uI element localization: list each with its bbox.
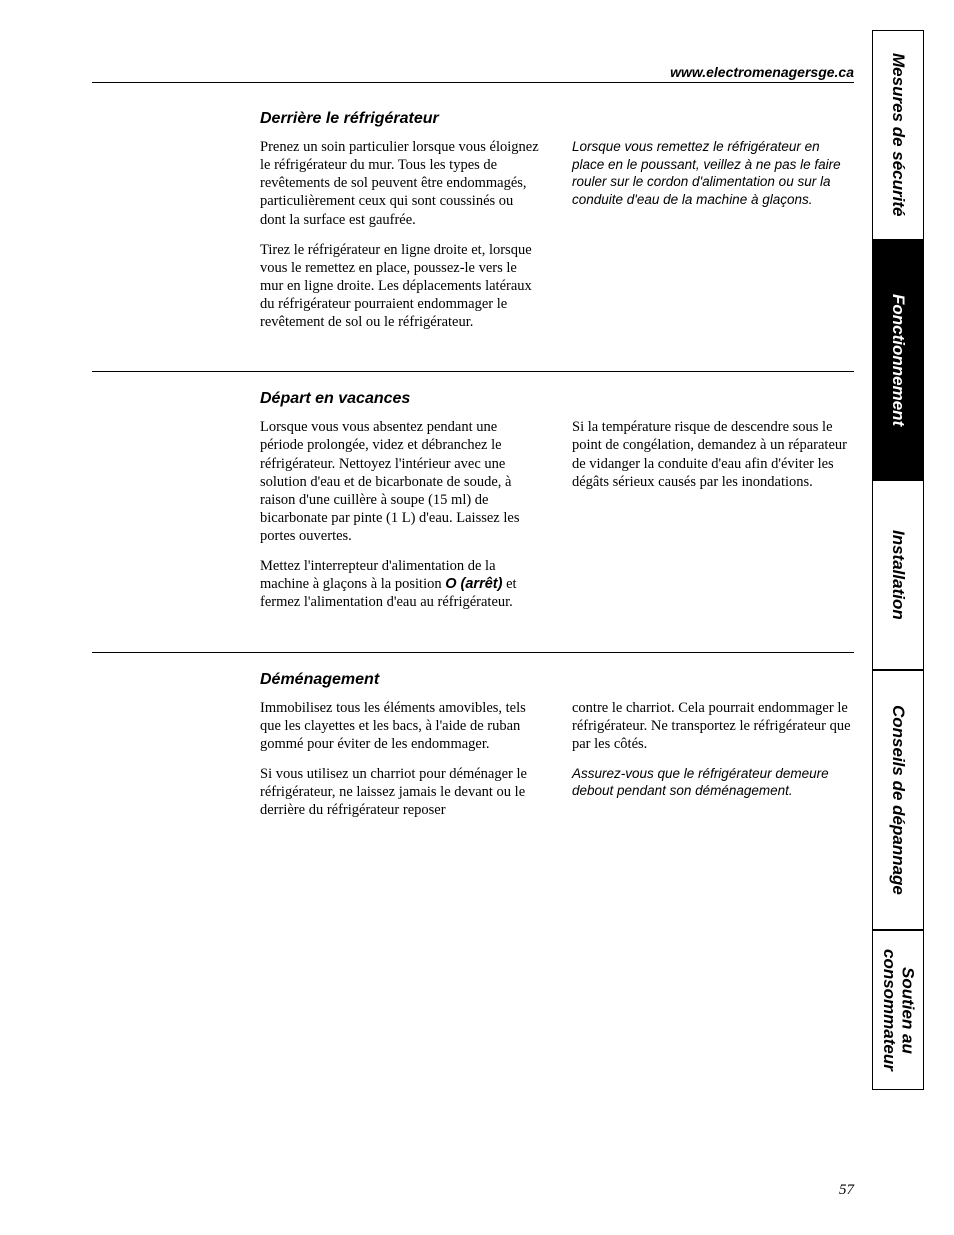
header-divider	[92, 82, 854, 83]
right-column: Si la température risque de descendre so…	[572, 418, 854, 623]
tab-mesures-securite[interactable]: Mesures de sécurité	[872, 30, 924, 240]
right-column: Lorsque vous remettez le réfrigérateur e…	[572, 138, 854, 343]
body-paragraph: Prenez un soin particulier lorsque vous …	[260, 138, 542, 229]
section-depart: Départ en vacances Lorsque vous vous abs…	[260, 390, 854, 623]
body-paragraph: Mettez l'interrepteur d'alimentation de …	[260, 557, 542, 611]
section-title: Derrière le réfrigérateur	[260, 110, 854, 128]
header-url[interactable]: www.electromenagersge.ca	[670, 64, 854, 80]
manual-page: www.electromenagersge.ca Derrière le réf…	[0, 0, 954, 1235]
left-column: Prenez un soin particulier lorsque vous …	[260, 138, 542, 343]
body-paragraph: Lorsque vous vous absentez pendant une p…	[260, 418, 542, 545]
body-paragraph: contre le charriot. Cela pourrait endomm…	[572, 699, 854, 753]
emphasis: O (arrêt)	[445, 576, 502, 592]
sidebar-tabs: Mesures de sécurité Fonctionnement Insta…	[872, 30, 924, 1205]
spacer	[260, 653, 854, 671]
section-demenagement: Déménagement Immobilisez tous les élémen…	[260, 671, 854, 832]
section-columns: Lorsque vous vous absentez pendant une p…	[260, 418, 854, 623]
note-paragraph: Assurez-vous que le réfrigérateur demeur…	[572, 765, 854, 800]
body-paragraph: Si la température risque de descendre so…	[572, 418, 854, 491]
right-column: contre le charriot. Cela pourrait endomm…	[572, 699, 854, 832]
tab-fonctionnement[interactable]: Fonctionnement	[872, 240, 924, 480]
tab-conseils-depannage[interactable]: Conseils de dépannage	[872, 670, 924, 930]
left-column: Immobilisez tous les éléments amovibles,…	[260, 699, 542, 832]
tab-soutien-consommateur[interactable]: Soutien au consommateur	[872, 930, 924, 1090]
page-content: Derrière le réfrigérateur Prenez un soin…	[260, 110, 854, 859]
spacer	[260, 372, 854, 390]
note-paragraph: Lorsque vous remettez le réfrigérateur e…	[572, 138, 854, 208]
section-title: Déménagement	[260, 671, 854, 689]
section-columns: Prenez un soin particulier lorsque vous …	[260, 138, 854, 343]
body-paragraph: Immobilisez tous les éléments amovibles,…	[260, 699, 542, 753]
body-paragraph: Tirez le réfrigérateur en ligne droite e…	[260, 241, 542, 332]
tab-installation[interactable]: Installation	[872, 480, 924, 670]
section-title: Départ en vacances	[260, 390, 854, 408]
body-paragraph: Si vous utilisez un charriot pour déména…	[260, 765, 542, 819]
section-columns: Immobilisez tous les éléments amovibles,…	[260, 699, 854, 832]
section-derriere: Derrière le réfrigérateur Prenez un soin…	[260, 110, 854, 343]
left-column: Lorsque vous vous absentez pendant une p…	[260, 418, 542, 623]
page-number: 57	[839, 1182, 854, 1199]
